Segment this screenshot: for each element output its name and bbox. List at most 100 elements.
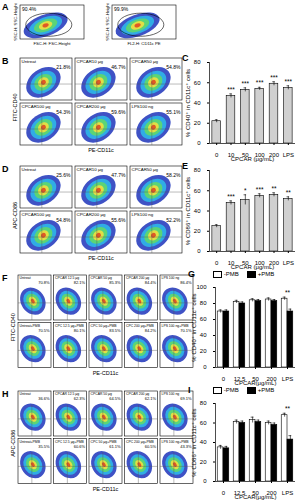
svg-text:***: *** xyxy=(227,86,235,93)
svg-text:**: ** xyxy=(286,189,292,196)
svg-text:90.4%: 90.4% xyxy=(22,6,37,12)
svg-text:84.2%: 84.2% xyxy=(145,328,157,333)
svg-text:80: 80 xyxy=(200,300,207,306)
svg-text:60: 60 xyxy=(194,80,201,86)
svg-text:70.8%: 70.8% xyxy=(38,280,50,285)
svg-text:LPS: LPS xyxy=(282,490,293,496)
svg-text:86.4%: 86.4% xyxy=(180,280,192,285)
svg-text:Untreat: Untreat xyxy=(20,276,31,280)
svg-text:62.1%: 62.1% xyxy=(145,396,157,401)
svg-text:40: 40 xyxy=(194,100,201,106)
svg-text:60: 60 xyxy=(200,420,207,426)
svg-text:F: F xyxy=(2,273,8,283)
svg-text:CPCAR10 μg: CPCAR10 μg xyxy=(77,59,104,64)
svg-text:20: 20 xyxy=(200,459,207,465)
svg-text:LPS 100 ng: LPS 100 ng xyxy=(162,276,180,280)
svg-text:CPCAR10 μg: CPCAR10 μg xyxy=(77,167,104,172)
svg-text:Untreat: Untreat xyxy=(22,59,37,64)
svg-text:0: 0 xyxy=(215,152,219,158)
svg-text:99.9%: 99.9% xyxy=(114,6,129,12)
svg-text:62.3%: 62.3% xyxy=(74,396,86,401)
svg-text:APC-CD86: APC-CD86 xyxy=(10,430,16,457)
svg-text:CPCAR (μg/mL): CPCAR (μg/mL) xyxy=(231,156,274,162)
svg-text:40: 40 xyxy=(200,332,207,338)
svg-text:20: 20 xyxy=(194,120,201,126)
svg-text:0: 0 xyxy=(215,260,219,266)
svg-text:0: 0 xyxy=(203,364,207,370)
svg-text:LPS: LPS xyxy=(283,152,294,158)
svg-text:PE-CD11c: PE-CD11c xyxy=(88,255,114,261)
svg-text:40: 40 xyxy=(200,439,207,445)
svg-text:21.8%: 21.8% xyxy=(56,64,71,70)
svg-text:54.8%: 54.8% xyxy=(56,217,71,223)
svg-text:LPS100 ng: LPS100 ng xyxy=(132,104,154,109)
svg-text:85.3%: 85.3% xyxy=(109,280,121,285)
svg-text:FITC-CD40: FITC-CD40 xyxy=(12,93,18,121)
svg-text:Untreat: Untreat xyxy=(20,392,31,396)
svg-text:55.6%: 55.6% xyxy=(111,217,126,223)
svg-text:FL2-H: CD11c PE: FL2-H: CD11c PE xyxy=(127,41,160,46)
svg-text:PE-CD11c: PE-CD11c xyxy=(93,486,119,492)
svg-text:A: A xyxy=(2,2,9,12)
svg-text:0: 0 xyxy=(197,140,201,146)
svg-text:***: *** xyxy=(242,80,250,87)
svg-text:55.1%: 55.1% xyxy=(166,109,181,115)
svg-text:CPCAR200 μg: CPCAR200 μg xyxy=(77,212,106,217)
svg-text:***: *** xyxy=(227,193,235,200)
svg-text:LPS: LPS xyxy=(283,260,294,266)
svg-text:APC-CD86: APC-CD86 xyxy=(12,202,18,229)
svg-text:**: ** xyxy=(285,405,291,412)
svg-text:PE-CD11c: PE-CD11c xyxy=(93,370,119,376)
svg-text:36.6%: 36.6% xyxy=(38,396,50,401)
svg-text:84.4%: 84.4% xyxy=(145,280,157,285)
svg-text:***: *** xyxy=(256,186,264,193)
svg-text:FITC-CD40: FITC-CD40 xyxy=(10,313,16,341)
svg-text:CPCAR50 μg: CPCAR50 μg xyxy=(132,167,159,172)
svg-text:CPCAR200 μg: CPCAR200 μg xyxy=(77,104,106,109)
svg-text:***: *** xyxy=(270,74,278,81)
svg-text:LPS: LPS xyxy=(282,376,293,382)
svg-text:40: 40 xyxy=(194,208,201,214)
svg-text:% CD40⁺ in CD11c⁺ cells: % CD40⁺ in CD11c⁺ cells xyxy=(185,69,191,137)
svg-text:70.5%: 70.5% xyxy=(38,328,50,333)
svg-text:CPCAR(μg/mL): CPCAR(μg/mL) xyxy=(235,494,277,500)
svg-text:59.6%: 59.6% xyxy=(111,109,126,115)
svg-text:100: 100 xyxy=(196,284,207,290)
svg-text:69.1%: 69.1% xyxy=(180,396,192,401)
svg-text:Untreat: Untreat xyxy=(22,167,37,172)
svg-text:54.3%: 54.3% xyxy=(56,109,71,115)
svg-text:58.2%: 58.2% xyxy=(166,172,181,178)
svg-text:FSC-H: FSC-Height: FSC-H: FSC-Height xyxy=(34,41,72,46)
svg-text:PE-CD11c: PE-CD11c xyxy=(88,147,114,153)
svg-text:SSC-H: SSC-Height: SSC-H: SSC-Height xyxy=(105,2,110,40)
svg-text:% CD86⁺ in CD11c⁺ cells: % CD86⁺ in CD11c⁺ cells xyxy=(185,177,191,245)
svg-text:83.5%: 83.5% xyxy=(109,328,121,333)
svg-text:0: 0 xyxy=(197,248,201,254)
svg-text:CPCAR (μg/mL): CPCAR (μg/mL) xyxy=(231,264,274,270)
svg-text:20: 20 xyxy=(200,348,207,354)
svg-text:80: 80 xyxy=(194,167,201,173)
svg-text:D: D xyxy=(2,164,9,174)
svg-text:% CD86⁺ in CD11c⁺ cells: % CD86⁺ in CD11c⁺ cells xyxy=(191,408,197,476)
svg-text:CPCAR50 μg: CPCAR50 μg xyxy=(132,59,159,64)
svg-text:LPS 100 ng: LPS 100 ng xyxy=(162,392,180,396)
svg-text:52.2%: 52.2% xyxy=(166,217,181,223)
svg-text:82.1%: 82.1% xyxy=(74,280,86,285)
svg-text:B: B xyxy=(2,56,9,66)
svg-text:61.1%: 61.1% xyxy=(109,444,121,449)
svg-text:CPCAR(μg/mL): CPCAR(μg/mL) xyxy=(235,380,277,386)
svg-text:CPCAR100 μg: CPCAR100 μg xyxy=(22,212,51,217)
svg-text:60.6%: 60.6% xyxy=(74,444,86,449)
svg-text:**: ** xyxy=(271,185,277,192)
svg-text:H: H xyxy=(2,389,9,399)
svg-text:35.5%: 35.5% xyxy=(38,444,50,449)
svg-text:0: 0 xyxy=(222,376,226,382)
svg-text:60: 60 xyxy=(194,188,201,194)
svg-text:60: 60 xyxy=(200,316,207,322)
svg-text:0: 0 xyxy=(203,478,207,484)
svg-text:20: 20 xyxy=(194,228,201,234)
svg-text:SSC-H: SSC-Height: SSC-H: SSC-Height xyxy=(13,2,18,40)
svg-text:80.1%: 80.1% xyxy=(74,328,86,333)
svg-text:25.6%: 25.6% xyxy=(56,172,71,178)
svg-text:0: 0 xyxy=(222,490,226,496)
